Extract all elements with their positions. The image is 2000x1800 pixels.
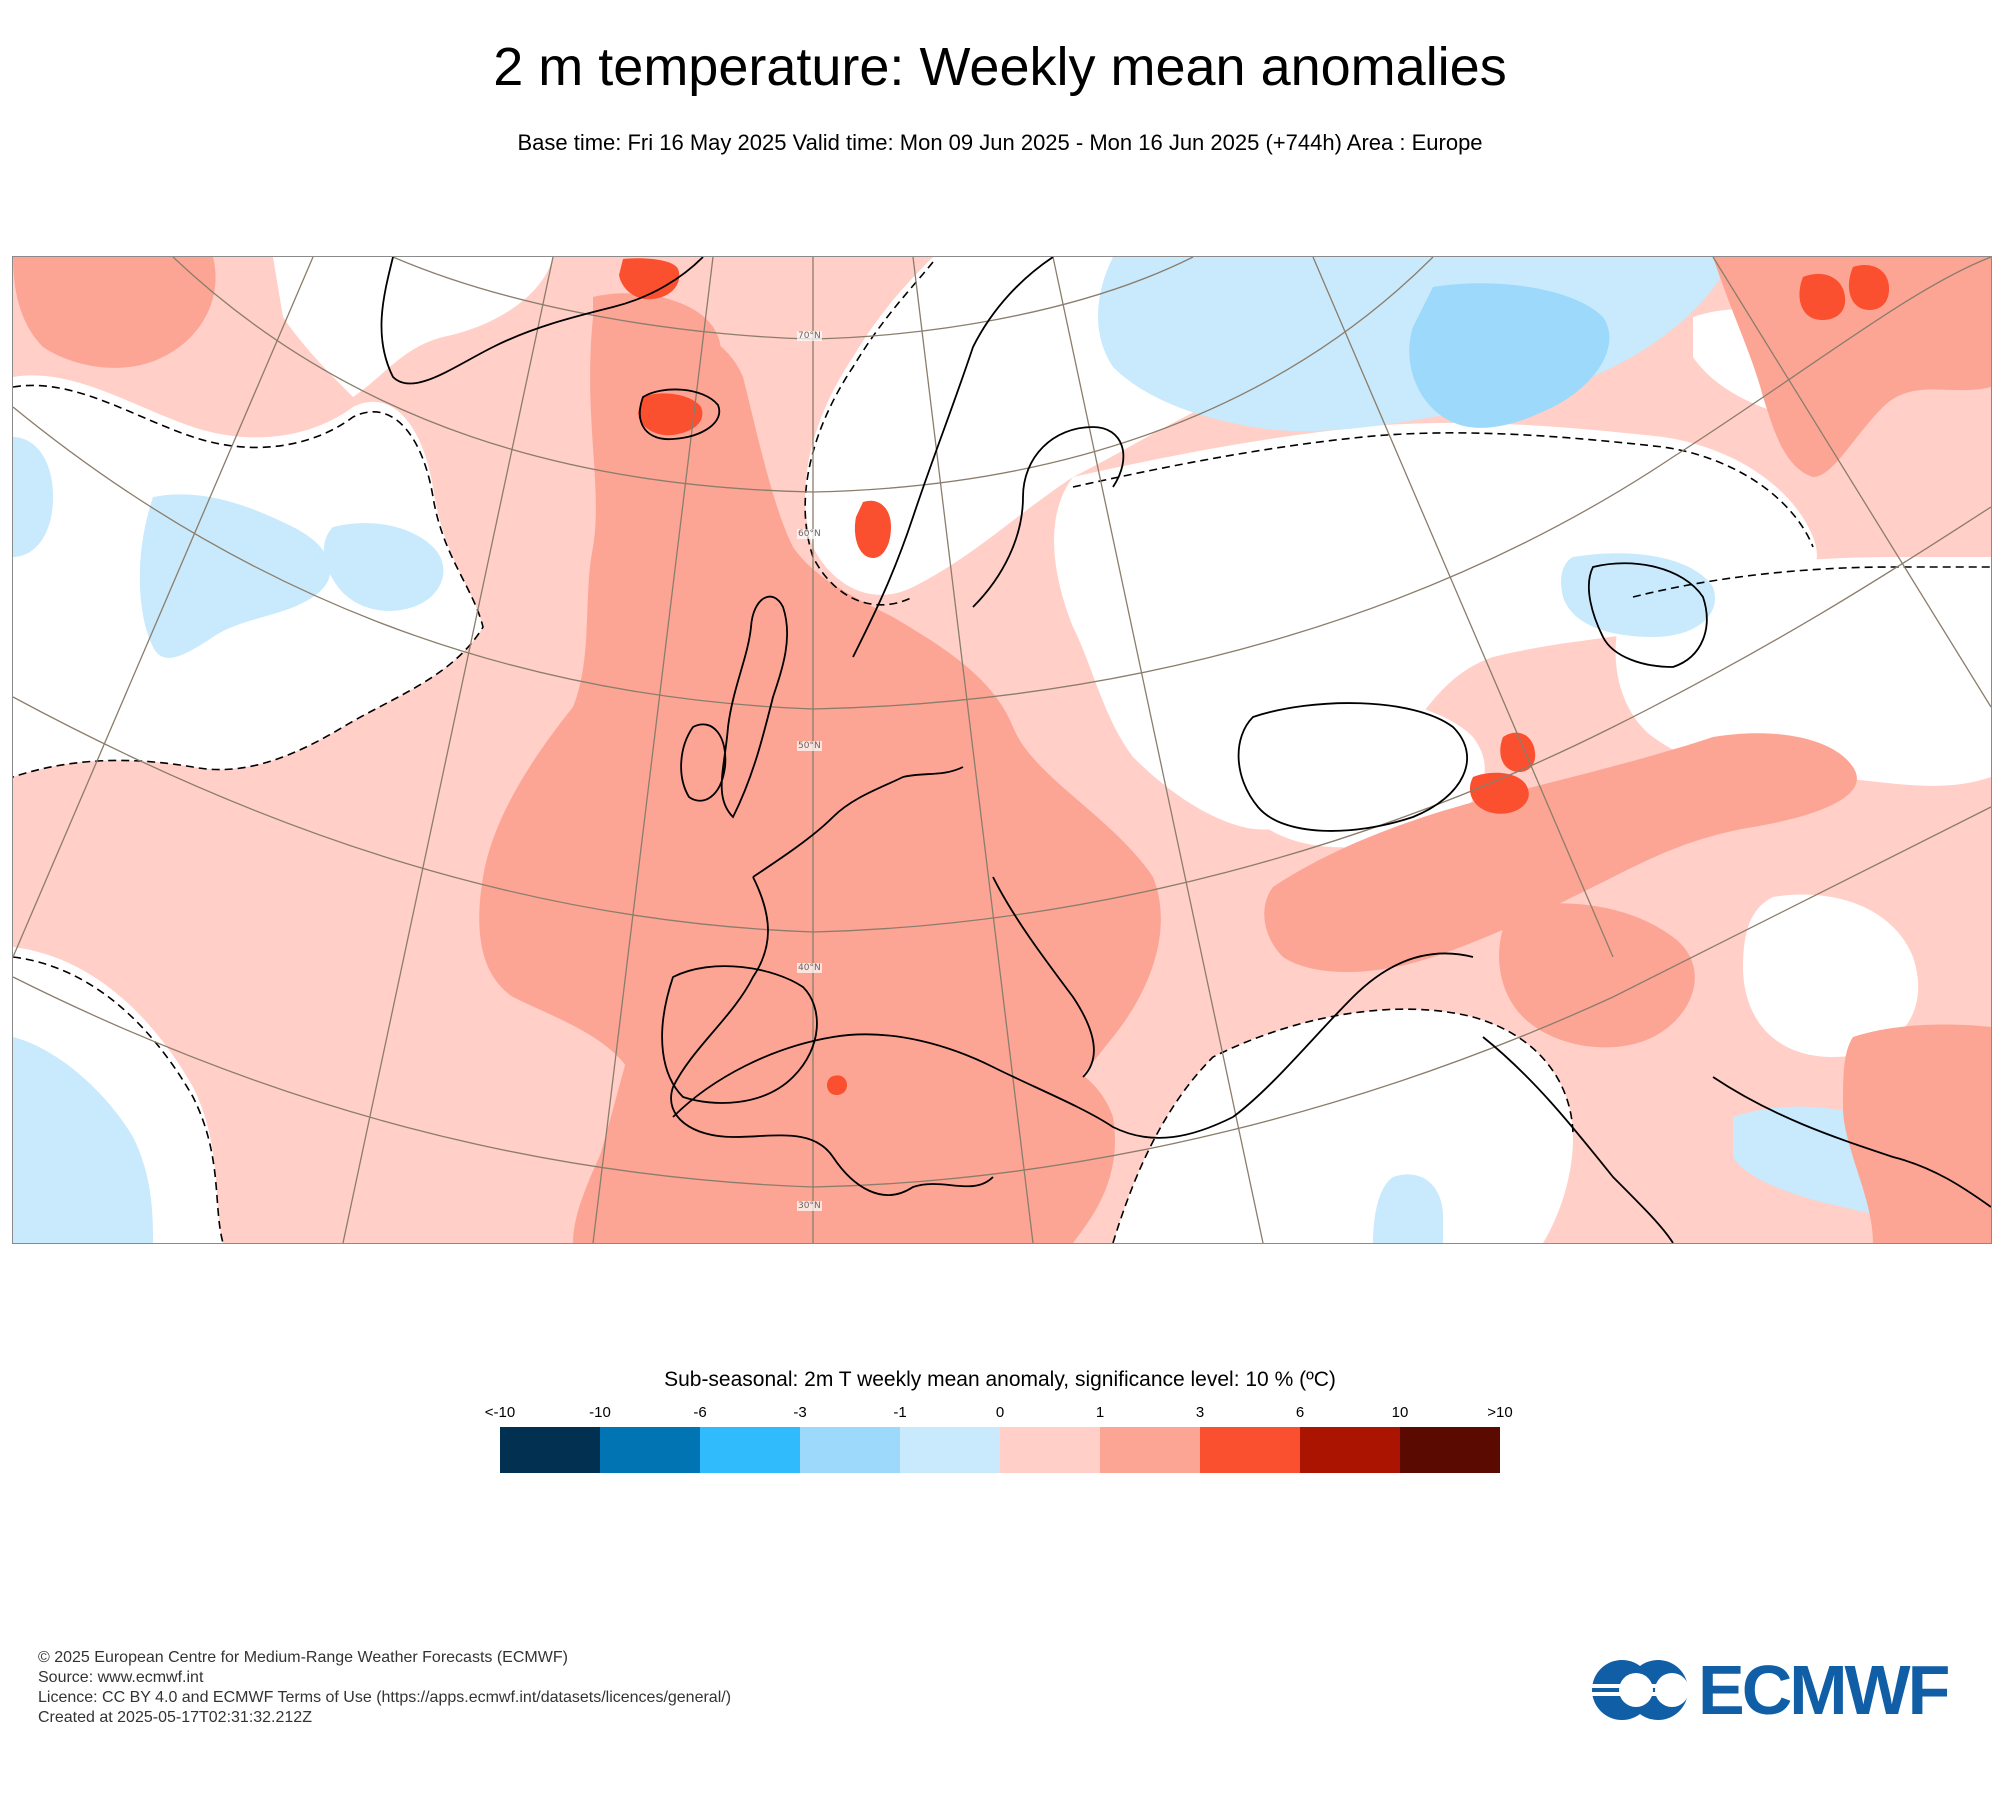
- legend-swatch-4: [900, 1427, 1000, 1473]
- footer-credits: © 2025 European Centre for Medium-Range …: [38, 1648, 731, 1728]
- legend-swatch-5: [1000, 1427, 1100, 1473]
- coast-black-sea: [1237, 702, 1468, 832]
- legend-color-bar: [500, 1427, 1500, 1473]
- legend-tick: 6: [1295, 1404, 1305, 1421]
- legend-swatch-0: [500, 1427, 600, 1473]
- legend-swatch-6: [1100, 1427, 1200, 1473]
- legend-tick: >10: [1487, 1404, 1513, 1421]
- ecmwf-logo-text: ECMWF: [1698, 1651, 1950, 1729]
- dashed-contour-central-asia: [1632, 566, 1991, 598]
- warm-region-middle-east: [1499, 903, 1695, 1048]
- coast-greenland: [380, 257, 704, 385]
- strong-warm-region-ural: [1799, 273, 1846, 321]
- lat-label-70n: 70°N: [797, 331, 822, 341]
- anomaly-map: 70°N 60°N 50°N 40°N 30°N: [12, 256, 1992, 1244]
- meridian-30e: [1312, 257, 1614, 958]
- coast-persian-gulf: [1712, 1076, 1991, 1208]
- cool-region-southwest: [13, 1037, 153, 1243]
- legend-tick: -10: [589, 1404, 611, 1421]
- meridian-30w: [13, 257, 314, 958]
- strong-warm-region-siberia: [1848, 265, 1890, 311]
- footer-source: Source: www.ecmwf.int: [38, 1669, 204, 1686]
- lat-label-60n: 60°N: [797, 529, 822, 539]
- coast-british-isles: [680, 595, 789, 819]
- legend-swatch-8: [1300, 1427, 1400, 1473]
- legend-tick: 10: [1391, 1404, 1409, 1421]
- legend-tick: <-10: [484, 1404, 516, 1421]
- warm-region-greenland-west: [13, 257, 216, 368]
- warm-region-iceland: [593, 293, 721, 400]
- footer-licence: Licence: CC BY 4.0 and ECMWF Terms of Us…: [38, 1689, 732, 1706]
- chart-title: 2 m temperature: Weekly mean anomalies: [493, 37, 1507, 97]
- dashed-contour-southwest: [13, 956, 224, 1243]
- coast-north-africa: [672, 1033, 1234, 1139]
- meridian-10w: [592, 257, 714, 1243]
- parallel-50n: [13, 257, 1991, 710]
- cool-region-atlantic-patch: [323, 523, 444, 611]
- lat-label-40n: 40°N: [797, 963, 822, 973]
- graticule: [13, 257, 1991, 1243]
- coast-western-europe: [670, 766, 994, 1196]
- neutral-region-black-sea: [1230, 693, 1485, 848]
- meridian-10e: [912, 257, 1034, 1243]
- legend-swatch-2: [700, 1427, 800, 1473]
- legend-tick: -3: [793, 1404, 807, 1421]
- legend-tick-labels: <-10 -10 -6 -3 -1 0 1 3 6 10 >10: [485, 1404, 1513, 1424]
- legend-swatch-3: [800, 1427, 900, 1473]
- parallel-30n: [13, 806, 1991, 1188]
- coastlines: [380, 257, 1991, 1243]
- legend-swatch-9: [1400, 1427, 1500, 1473]
- strong-warm-region-norway: [854, 500, 891, 558]
- legend-swatch-1: [600, 1427, 700, 1473]
- chart-subtitle: Base time: Fri 16 May 2025 Valid time: M…: [517, 130, 1483, 155]
- dashed-contour-scandinavia: [804, 261, 934, 606]
- strong-warm-region-caucasus: [1500, 732, 1536, 773]
- meridian-20w: [342, 257, 554, 1243]
- ecmwf-logo-mark: [1590, 1660, 1690, 1720]
- dashed-contour-north-atlantic: [13, 384, 484, 778]
- anomaly-map-svg: [13, 257, 1991, 1243]
- meridian-40e: [1712, 257, 1991, 708]
- neutral-region-greenland: [273, 257, 553, 397]
- legend-tick: 3: [1195, 1404, 1205, 1421]
- neutral-region-middle-east: [1113, 1009, 1573, 1243]
- cool-region-north-atlantic: [139, 494, 331, 658]
- coast-iberia: [661, 965, 818, 1104]
- dashed-contour-east: [1072, 432, 1814, 548]
- coast-scandinavia: [852, 257, 1125, 658]
- legend-title: Sub-seasonal: 2m T weekly mean anomaly, …: [664, 1368, 1336, 1391]
- lat-label-30n: 30°N: [797, 1201, 822, 1211]
- legend-tick: 0: [995, 1404, 1005, 1421]
- strong-warm-region-anatolia: [1469, 772, 1529, 814]
- cool-region-russia-core: [1409, 283, 1610, 428]
- warm-region-west-europe: [479, 314, 1161, 1243]
- warm-region-northeast: [1713, 257, 1991, 477]
- warm-region-north-africa: [573, 1022, 1115, 1243]
- footer-created: Created at 2025-05-17T02:31:32.212Z: [38, 1709, 312, 1726]
- cool-region-red-sea: [1373, 1174, 1443, 1243]
- parallel-40n: [13, 506, 1991, 933]
- coast-caspian: [1588, 562, 1708, 668]
- cool-region-west-edge: [13, 437, 53, 557]
- coast-eastern-med: [1232, 952, 1474, 1118]
- meridian-20e: [1052, 257, 1264, 1243]
- lat-label-50n: 50°N: [797, 741, 822, 751]
- warm-region-southeast: [1843, 1024, 1991, 1243]
- legend-tick: -6: [693, 1404, 707, 1421]
- coast-red-sea: [1482, 1036, 1674, 1243]
- coast-iceland: [638, 388, 721, 440]
- strong-warm-region-greenland: [619, 258, 680, 300]
- legend-tick: 1: [1095, 1404, 1105, 1421]
- legend-tick: -1: [893, 1404, 907, 1421]
- warm-region-turkey-caucasus: [1264, 733, 1857, 972]
- ecmwf-logo: ECMWF: [1590, 1655, 1965, 1725]
- coast-italy: [992, 876, 1095, 1078]
- strong-warm-region-algeria: [826, 1075, 847, 1095]
- neutral-region-iran: [1743, 894, 1919, 1057]
- footer-copyright: © 2025 European Centre for Medium-Range …: [38, 1649, 568, 1666]
- legend-swatch-7: [1200, 1427, 1300, 1473]
- strong-warm-region-iceland: [638, 393, 703, 436]
